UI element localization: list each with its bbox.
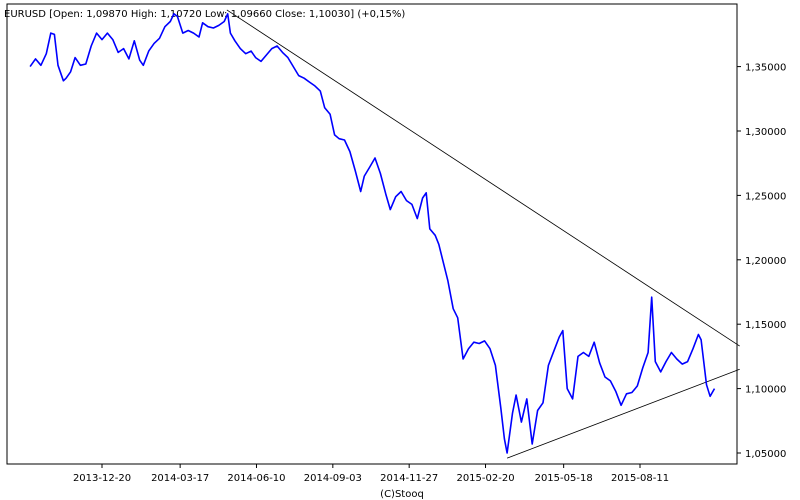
y-tick-label: 1,15000 (745, 320, 786, 331)
y-tick-label: 1,35000 (745, 63, 786, 74)
x-tick-label: 2015-05-18 (535, 473, 593, 484)
credit-text: (C)Stooq (380, 489, 424, 500)
x-tick-label: 2014-09-03 (304, 473, 362, 484)
x-tick-label: 2015-02-20 (456, 473, 514, 484)
y-tick-label: 1,30000 (745, 127, 786, 138)
y-tick-label: 1,25000 (745, 191, 786, 202)
plot-area-border (6, 3, 738, 465)
y-tick-label: 1,10000 (745, 385, 786, 396)
y-tick-label: 1,05000 (745, 449, 786, 460)
chart-title: EURUSD [Open: 1,09870 High: 1,10720 Low:… (4, 9, 405, 20)
x-tick-label: 2013-12-20 (73, 473, 131, 484)
x-tick-label: 2014-03-17 (151, 473, 209, 484)
series-line (29, 13, 716, 454)
y-axis: 1,35000 1,30000 1,25000 1,20000 1,15000 1,100… (737, 63, 786, 460)
x-tick-label: 2015-08-11 (611, 473, 669, 484)
trendlines (226, 9, 740, 459)
trendline (226, 9, 740, 347)
x-tick-label: 2014-11-27 (380, 473, 438, 484)
x-axis: 2013-12-20 2014-03-17 2014-06-10 2014-09-03… (73, 464, 669, 484)
y-tick-label: 1,20000 (745, 256, 786, 267)
trendline (506, 368, 740, 459)
x-tick-label: 2014-06-10 (227, 473, 285, 484)
price-series (29, 13, 716, 454)
